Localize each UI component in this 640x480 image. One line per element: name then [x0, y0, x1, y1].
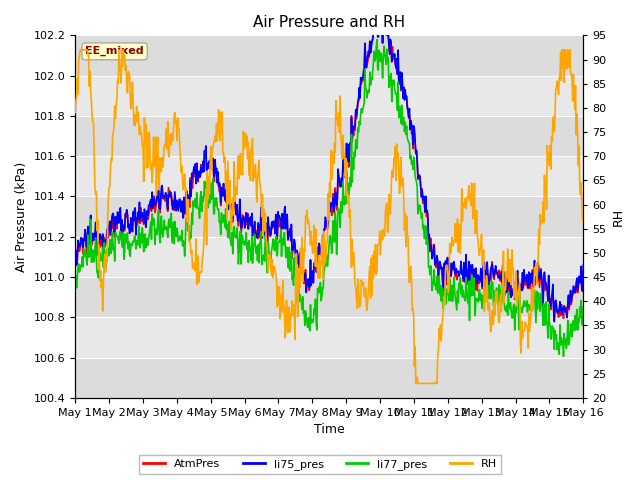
Bar	[75, 196, 583, 237]
Title: Air Pressure and RH: Air Pressure and RH	[253, 15, 405, 30]
Text: EE_mixed: EE_mixed	[85, 46, 144, 57]
Bar	[75, 277, 583, 317]
Y-axis label: RH: RH	[612, 207, 625, 226]
Bar	[75, 358, 583, 398]
X-axis label: Time: Time	[314, 423, 344, 436]
Bar	[75, 116, 583, 156]
Legend: AtmPres, li75_pres, li77_pres, RH: AtmPres, li75_pres, li77_pres, RH	[139, 455, 501, 474]
Bar	[75, 36, 583, 76]
Y-axis label: Air Pressure (kPa): Air Pressure (kPa)	[15, 161, 28, 272]
